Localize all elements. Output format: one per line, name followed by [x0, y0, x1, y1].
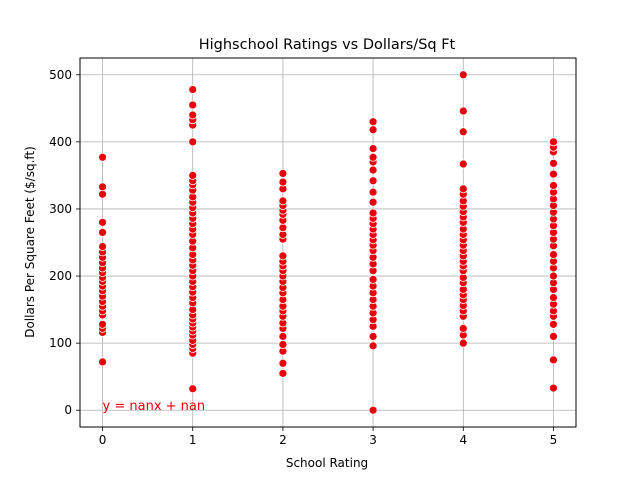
- data-point: [549, 383, 558, 393]
- data-point: [549, 158, 558, 168]
- y-tick-label: 200: [49, 269, 72, 283]
- data-point: [368, 275, 378, 284]
- y-tick-label: 500: [49, 68, 72, 82]
- data-point: [368, 341, 378, 351]
- data-point: [368, 176, 378, 186]
- data-point: [458, 106, 468, 116]
- data-point: [549, 271, 558, 281]
- data-point: [549, 293, 558, 302]
- data-point: [278, 196, 288, 206]
- axis-ticks: 0 1 2 3 4 5 0 100 200 300 400 500: [49, 68, 557, 447]
- y-tick-label: 300: [49, 202, 72, 216]
- regression-annotation: y = nanx + nan: [103, 399, 206, 414]
- data-point: [458, 338, 468, 348]
- x-tick-label: 1: [189, 433, 197, 447]
- data-point: [549, 355, 558, 365]
- data-point: [458, 324, 468, 333]
- data-point: [549, 137, 558, 147]
- data-point: [458, 184, 468, 194]
- data-point: [368, 332, 378, 341]
- data-points: [98, 70, 558, 415]
- data-point: [188, 100, 198, 110]
- x-tick-label: 3: [369, 433, 377, 447]
- data-point: [458, 127, 468, 137]
- data-point: [98, 182, 107, 192]
- data-point: [549, 169, 558, 179]
- data-point: [98, 152, 107, 162]
- data-point: [368, 187, 378, 197]
- data-point: [458, 70, 468, 80]
- x-tick-label: 4: [459, 433, 467, 447]
- data-point: [549, 250, 558, 259]
- data-point: [98, 242, 107, 251]
- data-point: [368, 208, 378, 218]
- data-point: [549, 332, 558, 341]
- data-point: [188, 384, 198, 394]
- data-point: [368, 152, 378, 162]
- data-point: [368, 117, 378, 127]
- x-tick-label: 2: [279, 433, 287, 447]
- y-tick-label: 0: [64, 403, 72, 417]
- data-point: [368, 197, 378, 207]
- x-tick-label: 5: [550, 433, 558, 447]
- data-point: [188, 137, 198, 147]
- data-point: [549, 319, 558, 329]
- data-point: [368, 405, 378, 415]
- plot-frame: [79, 57, 577, 428]
- data-point: [278, 223, 288, 233]
- data-point: [278, 177, 288, 187]
- y-tick-label: 400: [49, 135, 72, 149]
- data-point: [549, 181, 558, 190]
- data-point: [278, 358, 288, 368]
- data-point: [458, 159, 468, 169]
- data-point: [278, 332, 288, 341]
- data-point: [188, 110, 198, 120]
- y-axis-label: Dollars Per Square Feet ($/sq.ft): [23, 146, 37, 338]
- data-point: [188, 171, 198, 180]
- data-point: [278, 340, 288, 349]
- data-point: [368, 165, 378, 175]
- data-point: [98, 357, 107, 367]
- data-point: [188, 85, 198, 94]
- x-axis-label: School Rating: [286, 456, 368, 470]
- data-point: [98, 217, 107, 227]
- data-point: [368, 144, 378, 153]
- y-tick-label: 100: [49, 336, 72, 350]
- data-point: [278, 251, 288, 261]
- x-tick-label: 0: [99, 433, 107, 447]
- data-point: [278, 169, 288, 178]
- data-point: [368, 125, 378, 135]
- data-point: [98, 319, 107, 329]
- chart-title: Highschool Ratings vs Dollars/Sq Ft: [199, 37, 456, 53]
- data-point: [98, 228, 107, 237]
- data-point: [98, 189, 107, 199]
- data-point: [278, 368, 288, 378]
